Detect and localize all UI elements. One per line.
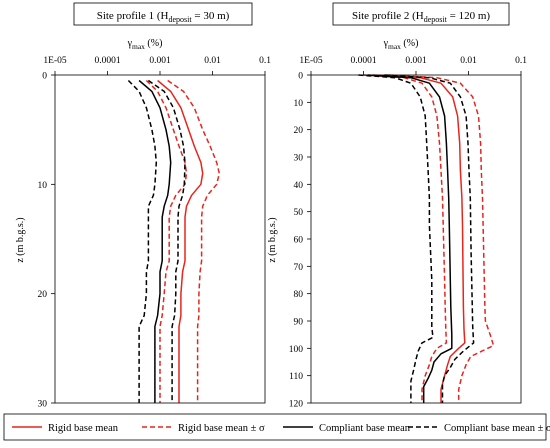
- x-tick-label: 0.001: [149, 56, 171, 66]
- legend-frame: [3, 413, 547, 441]
- y-tick-label: 120: [289, 400, 304, 410]
- legend-label: Rigid base mean ± σ: [178, 423, 265, 434]
- series-line-rigid-base-mean: [167, 79, 221, 403]
- series-line-compliant-base-mean: [138, 79, 172, 403]
- y-tick-label: 10: [38, 181, 48, 191]
- y-tick-label: 0: [298, 72, 303, 82]
- x-tick-label: 1E-05: [43, 56, 66, 66]
- series-line-compliant-base-mean: [358, 74, 434, 403]
- x-tick-label: 0.01: [204, 56, 221, 66]
- series-line-rigid-base-mean: [145, 79, 188, 403]
- panel-1-series: [127, 79, 221, 403]
- x-tick-label: 0.1: [515, 56, 527, 66]
- series-line-compliant-base-mean: [384, 74, 475, 403]
- panel-1-plot-frame: [54, 74, 266, 404]
- y-tick-label: 20: [294, 126, 304, 136]
- x-tick-label: 0.0001: [350, 56, 376, 66]
- panel-2-xlabel: γmax (%): [383, 38, 419, 51]
- x-tick-label: 0.0001: [94, 56, 120, 66]
- panel-1-title-box: [73, 2, 253, 26]
- panel-2-ticks: 1E-05 0.0001 0.001 0.01 0.1 0 10 20 30 40 50 60 70 80…: [289, 56, 527, 410]
- panel-1-ylabel: z (m b.g.s.): [15, 217, 26, 262]
- y-tick-label: 10: [294, 99, 304, 109]
- y-tick-label: 60: [294, 236, 304, 246]
- series-line-rigid-base-mean: [157, 79, 204, 403]
- panel-1-ticks: 1E-05 0.0001 0.001 0.01 0.1 0 10 20 30: [38, 56, 272, 410]
- x-tick-label: 0.1: [259, 56, 271, 66]
- panel-2-plot-frame: [310, 74, 522, 404]
- series-line-compliant-base-mean: [127, 79, 158, 403]
- y-tick-label: 100: [289, 345, 304, 355]
- series-line-compliant-base-mean: [147, 79, 186, 403]
- series-line-rigid-base-mean: [363, 74, 448, 403]
- panel-2-title: Site profile 2 (Hdeposit = 120 m): [352, 10, 490, 24]
- panel-1-xlabel: γmax (%): [127, 38, 163, 51]
- y-tick-label: 70: [294, 263, 304, 273]
- y-tick-label: 40: [294, 181, 304, 191]
- series-line-compliant-base-mean: [367, 74, 453, 403]
- x-tick-label: 0.01: [460, 56, 477, 66]
- y-tick-label: 20: [38, 290, 48, 300]
- y-tick-label: 110: [289, 372, 303, 382]
- y-tick-label: 50: [294, 208, 304, 218]
- y-tick-label: 80: [294, 290, 304, 300]
- panel-2-title-box: [332, 2, 510, 26]
- panel-site-profile-2: Site profile 2 (Hdeposit = 120 m) γmax (…: [267, 2, 527, 410]
- panel-2-series: [358, 74, 495, 403]
- legend-label: Compliant base mean ± σ: [444, 423, 550, 434]
- legend-label: Compliant base mean: [319, 423, 411, 434]
- x-tick-label: 0.001: [405, 56, 427, 66]
- y-tick-label: 90: [294, 318, 304, 328]
- panel-site-profile-1: Site profile 1 (Hdeposit = 30 m) γmax (%…: [15, 2, 272, 410]
- series-line-rigid-base-mean: [388, 74, 495, 403]
- legend: Rigid base mean Rigid base mean ± σ Compli…: [3, 413, 550, 441]
- y-tick-label: 30: [294, 154, 304, 164]
- x-tick-label: 1E-05: [299, 56, 322, 66]
- panel-2-ylabel: z (m b.g.s.): [267, 217, 278, 262]
- y-tick-label: 0: [42, 72, 47, 82]
- panel-1-title: Site profile 1 (Hdeposit = 30 m): [97, 10, 230, 24]
- legend-label: Rigid base mean: [48, 423, 119, 434]
- series-line-rigid-base-mean: [372, 74, 466, 403]
- y-tick-label: 30: [38, 400, 48, 410]
